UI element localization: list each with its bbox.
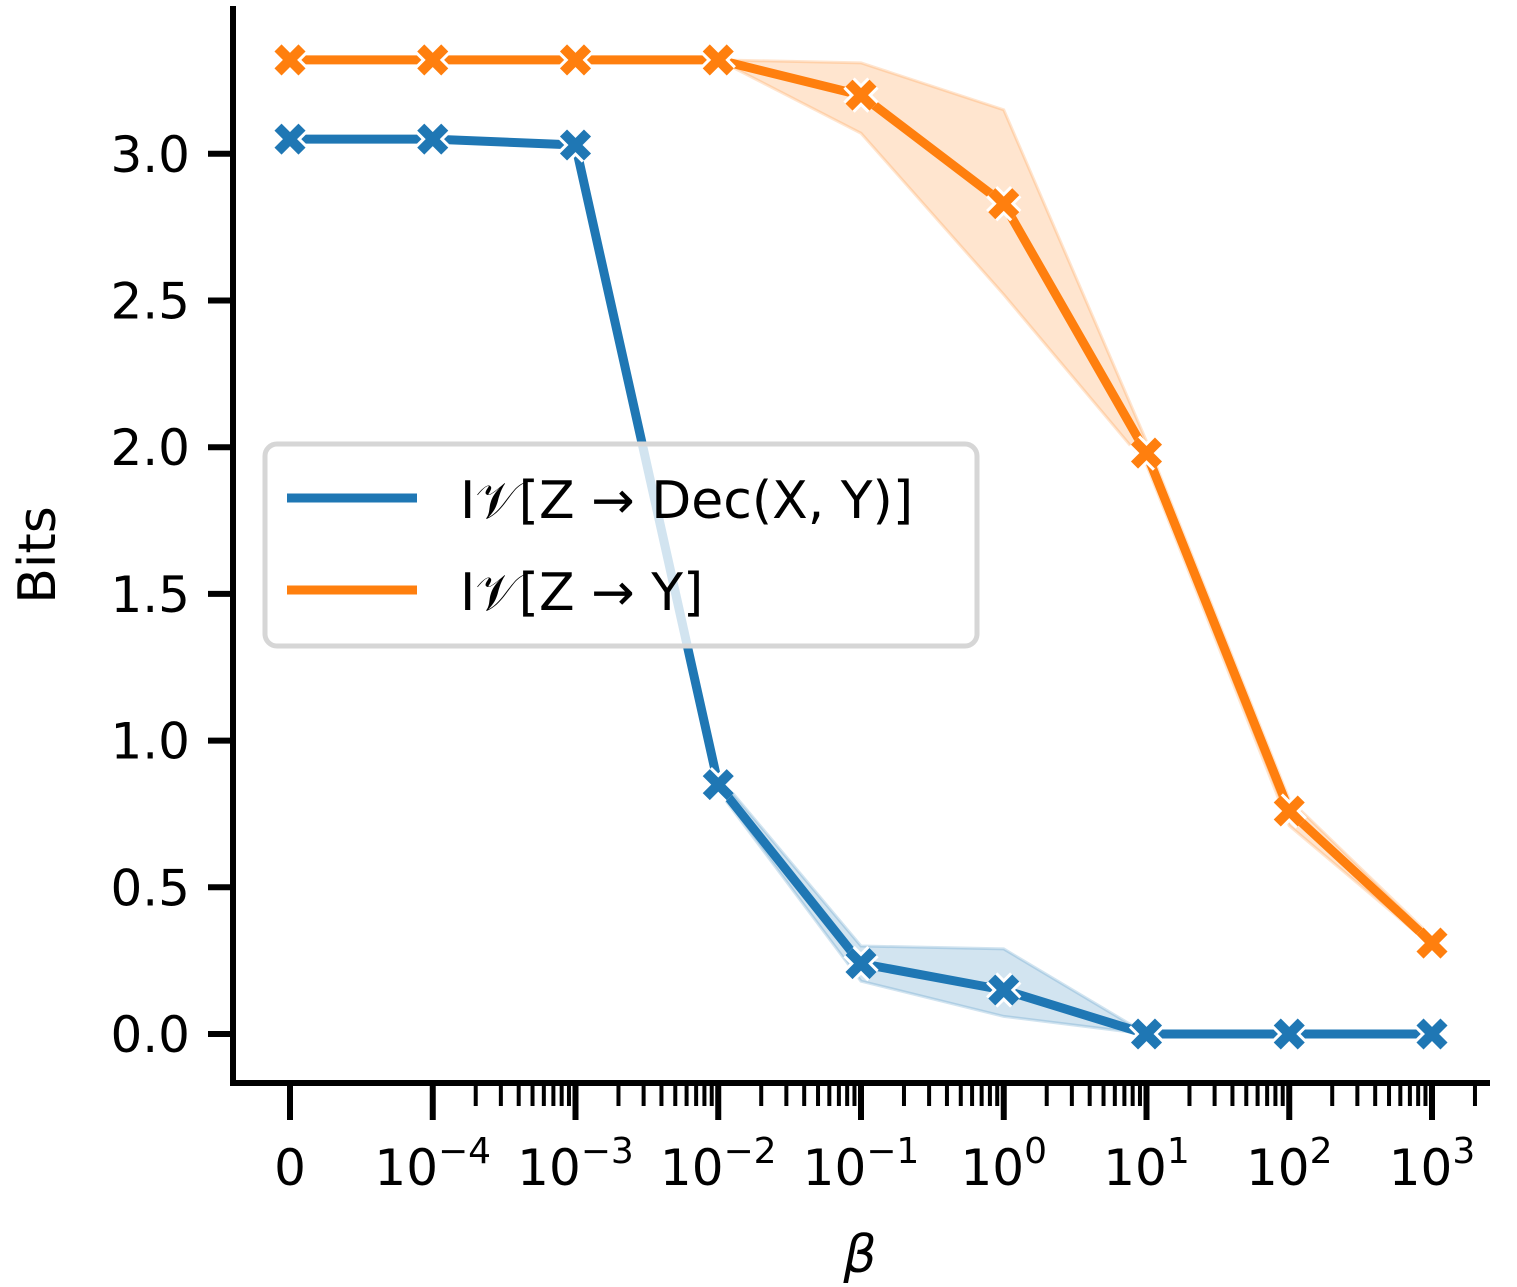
marker-series-2-point-9 — [1414, 925, 1450, 961]
x-tick-label: 102 — [1246, 1131, 1333, 1197]
marker-series-1-point-8 — [1271, 1016, 1307, 1052]
marker-series-1-point-1 — [272, 121, 308, 157]
x-axis-label: β — [842, 1225, 876, 1285]
y-axis-label: Bits — [8, 506, 68, 604]
marker-series-2-point-6 — [986, 186, 1022, 222]
y-ticks: 0.0 0.5 1.0 1.5 2.0 2.5 3.0 — [110, 126, 233, 1064]
x-tick-label: 101 — [1103, 1131, 1190, 1197]
marker-series-2-point-5 — [843, 77, 879, 113]
marker-series-2-point-1 — [272, 42, 308, 78]
marker-series-1-point-3 — [557, 127, 594, 163]
legend-label-series-1: I𝒱[Z → Dec(X, Y)] — [460, 471, 913, 531]
y-tick-label: 0.0 — [110, 1006, 190, 1064]
x-tick-label: 10−2 — [660, 1131, 777, 1197]
x-tick-label: 10−4 — [374, 1131, 491, 1197]
y-tick-label: 1.5 — [110, 566, 190, 624]
x-ticks: 0 10−4 10−3 10−2 10−1 100 101 102 103 — [274, 1083, 1477, 1197]
marker-series-2-point-2 — [415, 42, 451, 78]
x-tick-label: 0 — [274, 1139, 306, 1197]
marker-series-1-point-6 — [986, 972, 1022, 1008]
legend-box — [262, 441, 980, 649]
marker-series-2-point-4 — [700, 42, 736, 78]
y-tick-label: 0.5 — [110, 859, 190, 917]
legend-label-series-2: I𝒱[Z → Y] — [460, 563, 703, 623]
legend: I𝒱[Z → Dec(X, Y)] I𝒱[Z → Y] — [262, 441, 980, 649]
marker-series-2-point-8 — [1271, 793, 1307, 829]
marker-series-1-point-5 — [843, 945, 879, 982]
marker-series-1-point-9 — [1414, 1016, 1450, 1052]
marker-series-2-point-3 — [557, 42, 594, 78]
series-markers — [272, 42, 1450, 1052]
marker-series-1-point-4 — [700, 766, 736, 803]
x-tick-label: 10−3 — [517, 1131, 634, 1197]
x-tick-label: 103 — [1389, 1131, 1476, 1197]
x-tick-label: 100 — [960, 1131, 1047, 1197]
y-tick-label: 2.0 — [110, 419, 190, 477]
marker-series-1-point-2 — [415, 121, 451, 157]
marker-series-2-point-7 — [1128, 435, 1165, 471]
x-tick-label: 10−1 — [803, 1131, 920, 1197]
y-tick-label: 1.0 — [110, 713, 190, 771]
marker-series-1-point-7 — [1128, 1016, 1165, 1052]
y-tick-label: 3.0 — [110, 126, 190, 184]
y-tick-label: 2.5 — [110, 273, 190, 331]
